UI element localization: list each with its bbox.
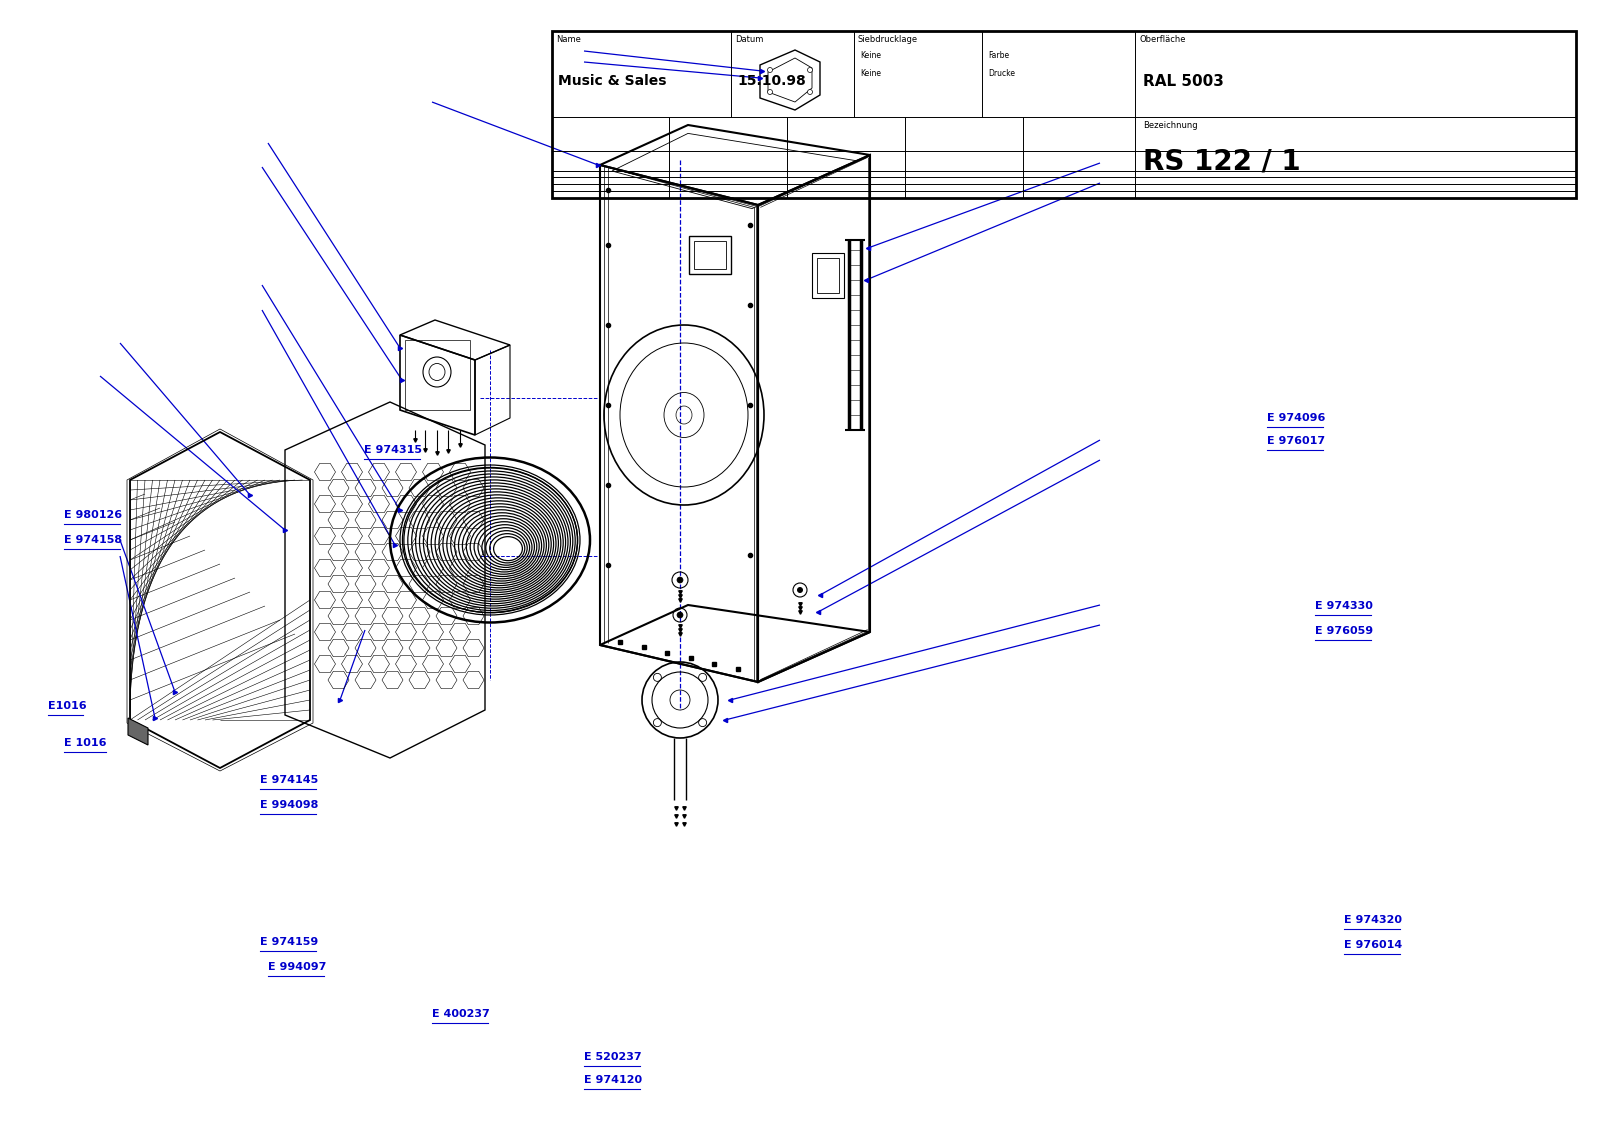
Text: 15.10.98: 15.10.98 (738, 74, 806, 88)
Bar (405, 340, 470, 411)
Text: RS 122 / 1: RS 122 / 1 (1142, 147, 1301, 175)
Text: Bezeichnung: Bezeichnung (1142, 121, 1198, 130)
Polygon shape (128, 718, 147, 745)
Circle shape (768, 89, 773, 95)
Text: E 400237: E 400237 (432, 1009, 490, 1019)
Text: Music & Sales: Music & Sales (558, 74, 667, 88)
Text: E 976014: E 976014 (1344, 940, 1402, 950)
Text: E 994098: E 994098 (259, 800, 318, 810)
Circle shape (797, 587, 803, 593)
Circle shape (808, 89, 813, 95)
Circle shape (768, 68, 773, 72)
Bar (690, 236, 731, 274)
Text: E 1016: E 1016 (64, 739, 107, 748)
Text: E 974315: E 974315 (365, 444, 422, 455)
Text: E 994097: E 994097 (269, 962, 326, 972)
Bar (694, 241, 726, 269)
Circle shape (677, 577, 683, 582)
Text: E 974145: E 974145 (259, 775, 318, 785)
Text: Oberfläche: Oberfläche (1139, 35, 1186, 43)
Text: E 976059: E 976059 (1315, 625, 1373, 636)
Text: E 974120: E 974120 (584, 1074, 642, 1085)
Text: E 520237: E 520237 (584, 1052, 642, 1062)
Text: E1016: E1016 (48, 701, 86, 711)
Text: RAL 5003: RAL 5003 (1142, 74, 1224, 88)
Bar (813, 252, 845, 297)
Text: E 974159: E 974159 (259, 936, 318, 947)
Text: E 974320: E 974320 (1344, 915, 1402, 925)
Text: E 976017: E 976017 (1267, 435, 1325, 446)
Bar (818, 258, 838, 293)
Text: E 974158: E 974158 (64, 535, 122, 545)
Circle shape (677, 612, 683, 618)
Text: Drucke: Drucke (989, 69, 1014, 78)
Text: Keine: Keine (861, 52, 882, 60)
Text: Name: Name (557, 35, 581, 43)
Text: Siebdrucklage: Siebdrucklage (858, 35, 918, 43)
Text: E 974330: E 974330 (1315, 601, 1373, 611)
Text: E 974096: E 974096 (1267, 413, 1325, 423)
Text: Datum: Datum (734, 35, 763, 43)
Text: E 980126: E 980126 (64, 510, 122, 520)
Bar (552, 31, 1576, 198)
Circle shape (808, 68, 813, 72)
Text: Keine: Keine (861, 69, 882, 78)
Text: Farbe: Farbe (989, 52, 1010, 60)
